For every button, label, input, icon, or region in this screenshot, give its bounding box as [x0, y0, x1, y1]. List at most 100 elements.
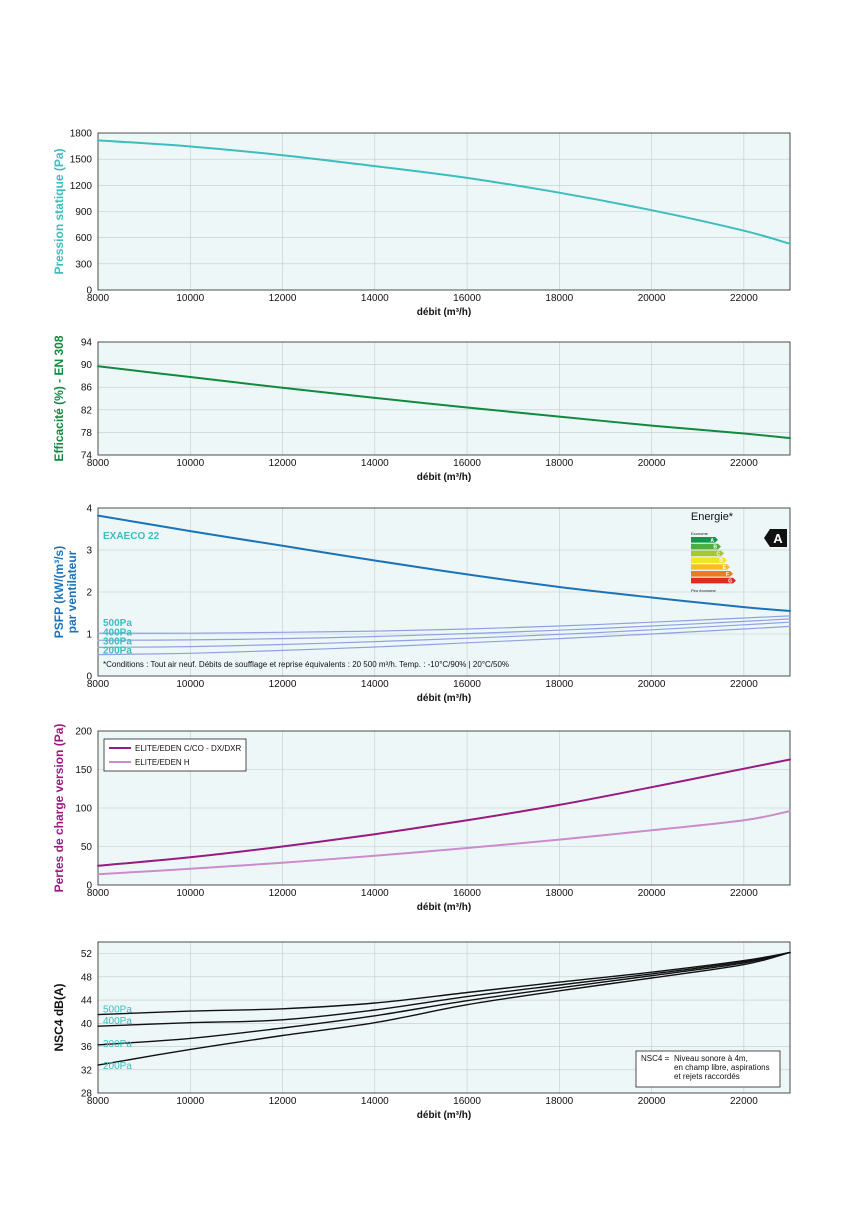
y-tick-label: 100 [75, 804, 92, 815]
energy-rating-arrow [764, 529, 787, 547]
y-tick-label: 900 [75, 207, 92, 218]
curve-label: 500Pa [103, 1005, 132, 1016]
curve-label: 500Pa [103, 618, 132, 629]
legend-entry: ELITE/EDEN H [135, 758, 190, 767]
y-tick-label: 94 [81, 338, 93, 349]
series-line-2 [97, 951, 791, 1027]
plot-frame [97, 941, 791, 1094]
y-tick-label: 1200 [70, 181, 93, 192]
y-tick-label: 52 [81, 949, 93, 960]
energy-class-bar [691, 557, 727, 563]
energy-class-letter: A [710, 538, 714, 544]
chart-panel-5: 8000 10000 12000 14000 16000 18000 20000 22000 2… [52, 941, 791, 1121]
y-tick-label: 300 [75, 259, 92, 270]
y-tick-label: 78 [81, 428, 93, 439]
x-tick-label: 8000 [87, 679, 110, 690]
x-tick-label: 14000 [361, 458, 389, 469]
x-tick-label: 20000 [638, 679, 666, 690]
series-line-4 [97, 951, 791, 1066]
y-tick-label: 1800 [70, 129, 93, 140]
energy-class-bar [691, 577, 736, 584]
plot-frame [97, 132, 791, 291]
y-tick-label: 1 [86, 630, 92, 641]
x-tick-label: 8000 [87, 293, 110, 304]
x-tick-label: 16000 [453, 1096, 481, 1107]
x-tick-label: 18000 [545, 458, 573, 469]
y-tick-label: 600 [75, 233, 92, 244]
y-tick-label: 0 [86, 672, 92, 683]
x-tick-label: 12000 [269, 888, 297, 899]
series-line-1 [97, 514, 791, 612]
energy-class-letter: E [723, 565, 727, 571]
x-tick-label: 22000 [730, 458, 758, 469]
y-tick-label: 0 [86, 881, 92, 892]
note-line: et rejets raccordés [674, 1072, 740, 1081]
plot-frame [97, 730, 791, 886]
model-annotation: EXAECO 22 [103, 531, 160, 542]
series-line-5 [97, 625, 791, 656]
x-tick-label: 10000 [176, 888, 204, 899]
energy-title: Energie* [691, 511, 734, 523]
x-tick-label: 22000 [730, 679, 758, 690]
x-tick-label: 18000 [545, 1096, 573, 1107]
x-tick-label: 18000 [545, 888, 573, 899]
y-axis-label: NSC4 dB(A) [52, 983, 66, 1051]
series-line-2 [97, 810, 791, 876]
x-tick-label: 10000 [176, 458, 204, 469]
series-line-1 [97, 365, 791, 440]
series-line-1 [97, 951, 791, 1016]
energy-rating: A [773, 531, 783, 546]
x-tick-label: 14000 [361, 679, 389, 690]
y-tick-label: 40 [81, 1019, 93, 1030]
curve-label: 300Pa [103, 636, 132, 647]
y-tick-label: 3 [86, 546, 92, 557]
x-tick-label: 10000 [176, 1096, 204, 1107]
energy-class-letter: B [713, 545, 717, 551]
note-box [635, 1050, 781, 1088]
curve-label: 300Pa [103, 1039, 132, 1050]
x-tick-label: 20000 [638, 293, 666, 304]
energy-class-bar [691, 564, 730, 570]
legend: ELITE/EDEN C/CO - DX/DXR ELITE/EDEN H [103, 738, 247, 772]
x-tick-label: 18000 [545, 679, 573, 690]
x-tick-label: 22000 [730, 888, 758, 899]
series-line-3 [97, 951, 791, 1046]
energy-class-letter: G [728, 579, 732, 585]
chart-panel-3: 8000 10000 12000 14000 16000 18000 20000 22000 0… [52, 504, 791, 704]
legend-box [103, 738, 247, 772]
y-tick-label: 1500 [70, 155, 93, 166]
energy-class-letter: D [719, 558, 723, 564]
energy-class-bar [691, 543, 721, 550]
x-tick-label: 16000 [453, 888, 481, 899]
x-tick-label: 16000 [453, 293, 481, 304]
x-axis-label: débit (m³/h) [417, 472, 471, 483]
x-tick-label: 12000 [269, 293, 297, 304]
y-tick-label: 32 [81, 1065, 93, 1076]
x-axis-label: débit (m³/h) [417, 1110, 471, 1121]
y-tick-label: 150 [75, 765, 92, 776]
plot-frame [97, 507, 791, 677]
x-tick-label: 14000 [361, 293, 389, 304]
energy-class-bar [691, 571, 733, 577]
y-tick-label: 44 [81, 996, 93, 1007]
x-tick-label: 14000 [361, 1096, 389, 1107]
y-axis-label: Pression statique (Pa) [52, 148, 66, 274]
chart-panel-4: 8000 10000 12000 14000 16000 18000 20000 22000 0… [52, 724, 791, 913]
x-tick-label: 16000 [453, 679, 481, 690]
energy-class-bar [691, 550, 724, 557]
y-axis-label: par ventilateur [65, 550, 79, 633]
series-line-3 [97, 618, 791, 641]
note-line: en champ libre, aspirations [674, 1063, 770, 1072]
y-tick-label: 200 [75, 727, 92, 738]
x-tick-label: 8000 [87, 458, 110, 469]
x-tick-label: 20000 [638, 888, 666, 899]
x-tick-label: 8000 [87, 888, 110, 899]
x-tick-label: 12000 [269, 1096, 297, 1107]
x-tick-label: 12000 [269, 458, 297, 469]
energy-class-bar [691, 537, 718, 543]
energy-class-letter: C [716, 551, 720, 557]
energy-bottom-label: Peu économe [691, 588, 716, 593]
curve-label: 400Pa [103, 627, 132, 638]
